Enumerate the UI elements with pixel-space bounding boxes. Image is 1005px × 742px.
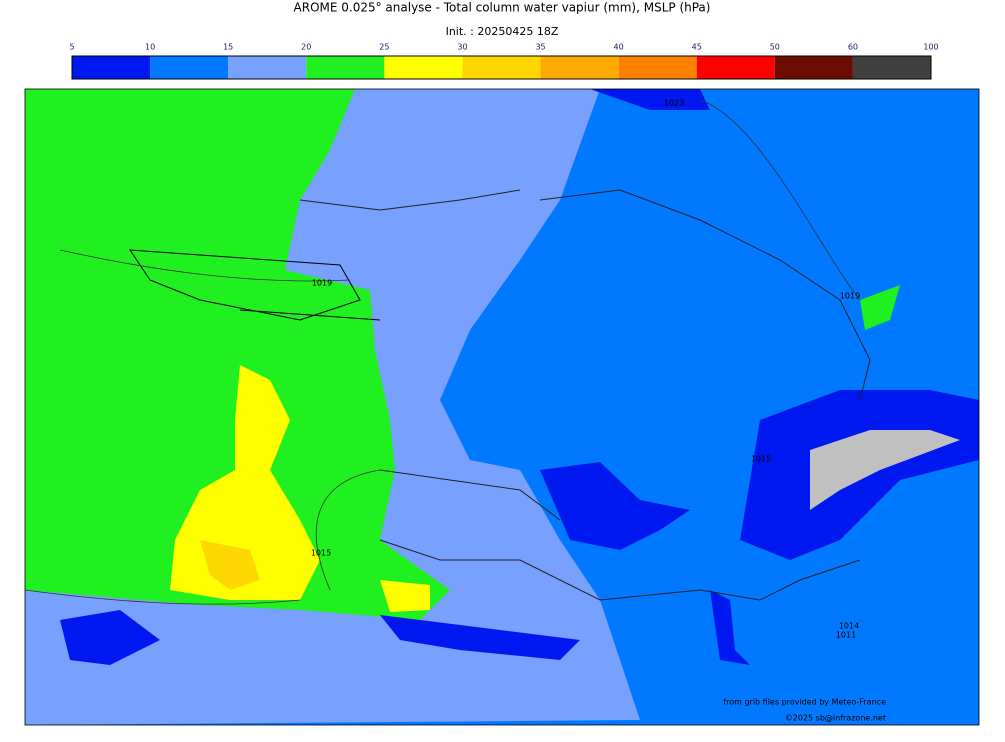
isobar-label: 1015 bbox=[311, 549, 331, 558]
colorbar-segment bbox=[306, 56, 385, 79]
colorbar-segment bbox=[540, 56, 619, 79]
blue-area bbox=[710, 590, 750, 665]
copyright: ©2025 sb@infrazone.net bbox=[785, 714, 886, 723]
green-area bbox=[860, 285, 900, 330]
source-credit: from grib files provided by Meteo-France bbox=[723, 698, 886, 707]
colorbar-tick-label: 35 bbox=[535, 43, 545, 52]
green-area bbox=[25, 89, 450, 620]
subtitle: Init. : 20250425 18Z bbox=[446, 25, 559, 38]
colorbar-segment bbox=[696, 56, 775, 79]
isobar-label: 1015 bbox=[751, 455, 771, 464]
coastline bbox=[129, 249, 381, 321]
colorbar: 5 10 15 20 25 30 35 40 45 50 60 100 bbox=[69, 43, 939, 80]
isobar-label: 1011 bbox=[836, 631, 856, 640]
colorbar-tick-label: 30 bbox=[457, 43, 467, 52]
alps-area bbox=[810, 430, 960, 510]
colorbar-tick-label: 100 bbox=[923, 43, 938, 52]
colorbar-tick-label: 5 bbox=[69, 43, 74, 52]
colorbar-segment bbox=[852, 56, 931, 79]
title: AROME 0.025° analyse - Total column wate… bbox=[294, 1, 711, 15]
map-frame bbox=[24, 88, 980, 726]
colorbar-frame bbox=[71, 55, 932, 80]
yellow-area bbox=[170, 365, 320, 600]
isobar-label: 1014 bbox=[839, 622, 859, 631]
colorbar-tick-label: 25 bbox=[379, 43, 389, 52]
colorbar-tick-label: 45 bbox=[692, 43, 702, 52]
colorbar-tick-label: 60 bbox=[848, 43, 858, 52]
blue-area bbox=[540, 462, 690, 550]
colorbar-tick-label: 40 bbox=[614, 43, 624, 52]
colorbar-tick-label: 20 bbox=[301, 43, 311, 52]
colorbar-segment bbox=[618, 56, 697, 79]
colorbar-segment bbox=[774, 56, 853, 79]
isobar bbox=[25, 99, 861, 605]
colorbar-segment bbox=[384, 56, 463, 79]
colorbar-tick-label: 15 bbox=[223, 43, 233, 52]
blue-area bbox=[380, 615, 580, 660]
isobar-label: 1023 bbox=[664, 99, 684, 108]
border bbox=[299, 189, 871, 601]
isobar-label: 1019 bbox=[840, 292, 860, 301]
isobar-label: 1019 bbox=[312, 279, 332, 288]
yellow-area bbox=[380, 580, 430, 612]
colorbar-segment bbox=[228, 56, 307, 79]
colorbar-segment bbox=[150, 56, 229, 79]
colorbar-segment bbox=[72, 56, 151, 79]
blue-area bbox=[60, 610, 160, 665]
colorbar-tick-label: 50 bbox=[770, 43, 780, 52]
map: 1023 1019 1019 1015 1015 1014 1011 from … bbox=[24, 88, 980, 726]
blue-area bbox=[590, 89, 710, 110]
colorbar-segment bbox=[462, 56, 541, 79]
orange-area bbox=[200, 540, 260, 590]
colorbar-tick-label: 10 bbox=[145, 43, 155, 52]
